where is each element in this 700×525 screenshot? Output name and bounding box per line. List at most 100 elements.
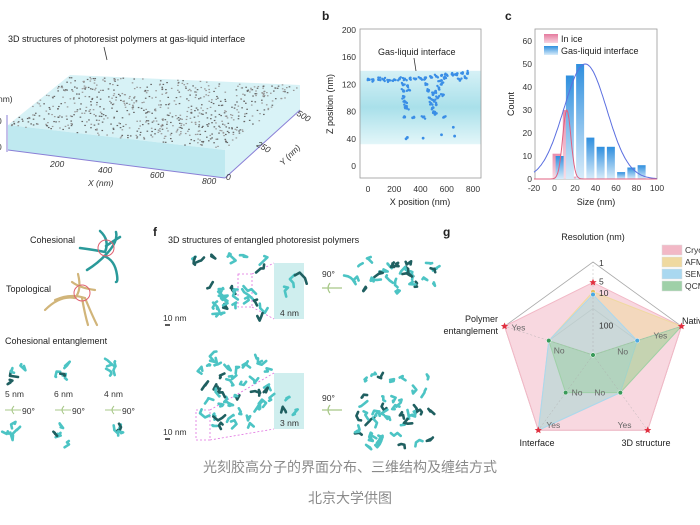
- polymer-speck: [32, 105, 34, 108]
- polymer-speck: [57, 90, 59, 92]
- polymer-speck: [166, 127, 168, 129]
- scatter-point: [405, 79, 408, 82]
- scatter-point: [450, 71, 454, 75]
- polymer-speck: [217, 97, 219, 99]
- z-axis-label: nm): [0, 94, 13, 104]
- polymer-speck: [186, 115, 188, 118]
- polymer-strand: [376, 371, 385, 380]
- polymer-speck: [211, 133, 213, 135]
- polymer-speck: [178, 102, 181, 105]
- polymer-strand: [381, 395, 387, 403]
- polymer-speck: [68, 77, 71, 79]
- polymer-speck: [136, 130, 139, 132]
- x-tick-label: 100: [650, 183, 664, 193]
- scatter-point: [401, 84, 405, 87]
- polymer-strand: [192, 255, 197, 266]
- scatter-point: [420, 115, 423, 118]
- polymer-strand: [380, 408, 389, 417]
- polymer-strand: [420, 387, 428, 399]
- polymer-speck: [126, 102, 128, 104]
- polymer-speck: [218, 132, 220, 134]
- polymer-speck: [151, 130, 153, 133]
- polymer-speck: [202, 140, 205, 143]
- polymer-speck: [208, 100, 211, 102]
- polymer-speck: [145, 120, 148, 122]
- scatter-point: [396, 79, 400, 82]
- polymer-speck: [43, 103, 45, 105]
- polymer-strand: [351, 275, 360, 286]
- polymer-strand: [411, 384, 418, 395]
- polymer-speck: [244, 113, 246, 115]
- polymer-strand: [412, 409, 417, 417]
- polymer-speck: [281, 88, 284, 90]
- polymer-speck: [124, 104, 126, 106]
- polymer-speck: [184, 144, 186, 146]
- polymer-speck: [59, 127, 61, 129]
- polymer-speck: [108, 96, 110, 98]
- polymer-speck: [145, 108, 148, 111]
- polymer-speck: [57, 116, 60, 118]
- polymer-speck: [246, 90, 249, 92]
- polymer-speck: [211, 99, 213, 101]
- annotation-arrow: [103, 46, 108, 61]
- polymer-speck: [97, 132, 99, 134]
- polymer-speck: [124, 106, 127, 108]
- polymer-speck: [296, 87, 298, 89]
- y-tick-label: 80: [347, 107, 357, 117]
- polymer-strand: [398, 411, 406, 420]
- polymer-speck: [177, 116, 180, 119]
- polymer-speck: [277, 85, 280, 87]
- polymer-speck: [192, 85, 194, 87]
- polymer-speck: [217, 145, 219, 148]
- polymer-speck: [132, 105, 134, 107]
- slab-front: [8, 125, 225, 178]
- polymer-speck: [91, 97, 94, 100]
- axis-polymer: Polymer: [465, 314, 498, 324]
- polymer-speck: [199, 139, 201, 141]
- polymer-speck: [99, 89, 102, 92]
- polymer-speck: [127, 134, 129, 137]
- legend-swatch: [661, 244, 683, 256]
- polymer-speck: [128, 113, 131, 115]
- polymer-speck: [248, 119, 251, 121]
- polymer-speck: [97, 123, 100, 125]
- yes-no-label: Yes: [653, 330, 667, 340]
- polymer-speck: [145, 116, 147, 118]
- polymer-speck: [155, 96, 157, 98]
- polymer-speck: [21, 118, 24, 120]
- polymer-speck: [114, 80, 116, 82]
- polymer-speck: [126, 109, 129, 112]
- polymer-speck: [148, 111, 151, 113]
- polymer-speck: [92, 77, 95, 80]
- polymer-speck: [200, 113, 203, 115]
- polymer-speck: [201, 104, 203, 106]
- polymer-strand: [367, 434, 378, 443]
- polymer-speck: [197, 109, 199, 111]
- polymer-speck: [137, 106, 140, 109]
- polymer-speck: [171, 140, 173, 142]
- fit-curve: [534, 108, 657, 180]
- polymer-speck: [160, 126, 163, 128]
- polymer-speck: [155, 120, 158, 122]
- polymer-speck: [177, 89, 179, 91]
- polymer-speck: [113, 117, 115, 119]
- polymer-speck: [159, 106, 162, 108]
- polymer-speck: [164, 141, 167, 143]
- polymer-speck: [85, 110, 87, 112]
- polymer-speck: [154, 133, 156, 135]
- polymer-speck: [224, 138, 227, 140]
- polymer-speck: [61, 116, 63, 118]
- polymer-speck: [166, 114, 169, 116]
- scatter-point: [428, 96, 431, 100]
- polymer-strand: [393, 261, 400, 268]
- scatter-point: [438, 94, 441, 98]
- panel-label-g: g: [443, 225, 450, 239]
- y-tick-label: 30: [523, 105, 533, 115]
- polymer-strand: [429, 266, 437, 274]
- caption-line-1: 光刻胶高分子的界面分布、三维结构及缠结方式: [203, 459, 497, 476]
- polymer-speck: [169, 134, 172, 136]
- polymer-speck: [221, 123, 224, 125]
- polymer-speck: [117, 93, 120, 96]
- histogram-bar: [576, 64, 585, 179]
